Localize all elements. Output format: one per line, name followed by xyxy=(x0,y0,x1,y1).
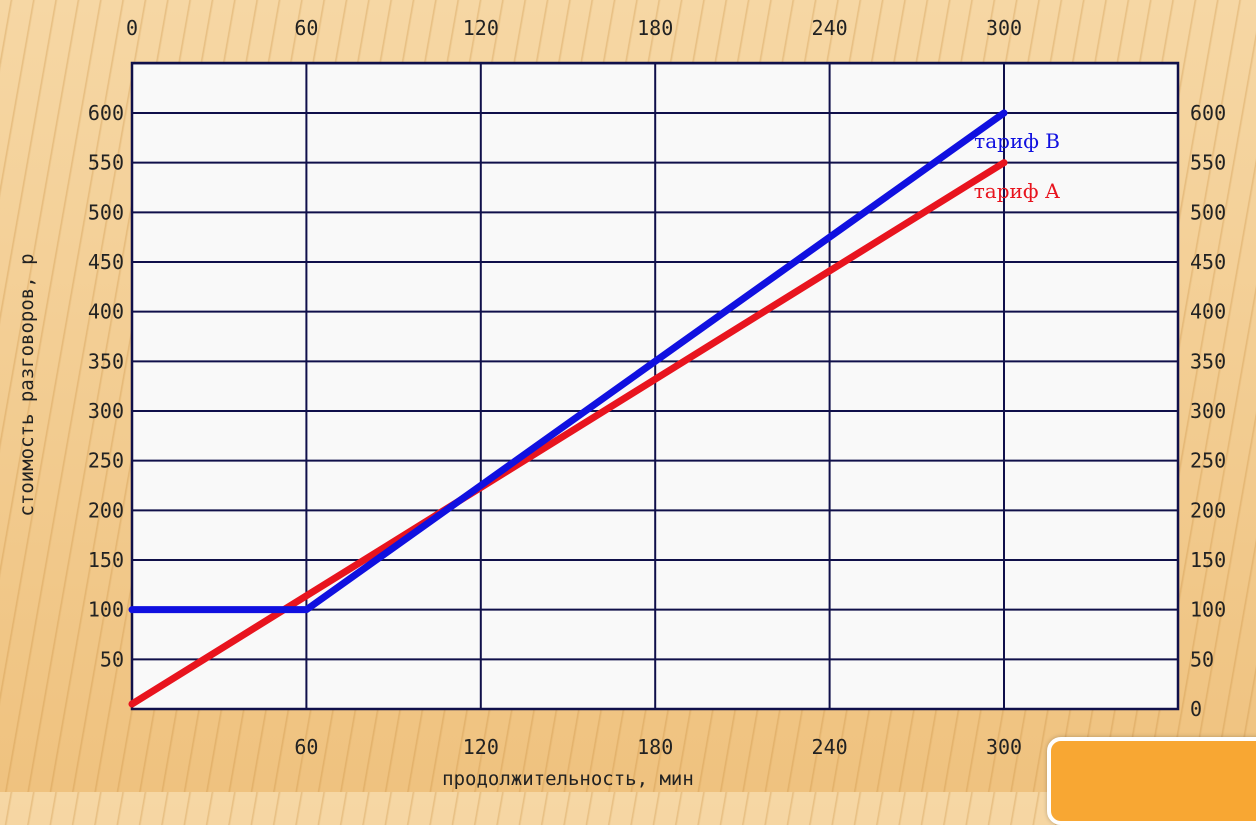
y-tick-label-right: 400 xyxy=(1190,300,1226,324)
y-tick-label-right: 0 xyxy=(1190,697,1202,721)
plot-frame xyxy=(130,61,1180,711)
series-line-1 xyxy=(128,159,1008,708)
y-tick-label-right: 450 xyxy=(1190,250,1226,274)
y-tick-label-left: 150 xyxy=(88,548,124,572)
x-tick-label-bottom: 180 xyxy=(637,735,673,759)
y-tick-label-right: 150 xyxy=(1190,548,1226,572)
y-tick-label-left: 500 xyxy=(88,200,124,224)
x-tick-label-top: 240 xyxy=(812,16,848,40)
y-tick-label-right: 250 xyxy=(1190,449,1226,473)
corner-decoration-box xyxy=(1047,737,1256,825)
y-tick-label-right: 200 xyxy=(1190,498,1226,522)
y-tick-label-right: 350 xyxy=(1190,349,1226,373)
x-tick-label-bottom: 300 xyxy=(986,735,1022,759)
tick-labels: 0 60 120 180 240 300 60 120 180 240 300 50 100 150 200… xyxy=(88,16,1226,759)
x-tick-label-bottom: 120 xyxy=(463,735,499,759)
y-axis-title: стоимость разговоров, р xyxy=(16,253,38,516)
series-line-2 xyxy=(128,109,1008,614)
x-tick-label-top: 180 xyxy=(637,16,673,40)
x-tick-label-top: 0 xyxy=(126,16,138,40)
y-tick-label-right: 50 xyxy=(1190,647,1214,671)
line-chart: 0 60 120 180 240 300 60 120 180 240 300 50 100 150 200… xyxy=(16,16,1226,790)
y-tick-label-left: 550 xyxy=(88,151,124,175)
y-tick-label-left: 450 xyxy=(88,250,124,274)
y-tick-label-right: 300 xyxy=(1190,399,1226,423)
y-tick-label-left: 400 xyxy=(88,300,124,324)
y-tick-label-left: 50 xyxy=(100,647,124,671)
y-tick-label-left: 300 xyxy=(88,399,124,423)
x-tick-label-top: 60 xyxy=(294,16,318,40)
y-tick-label-left: 100 xyxy=(88,598,124,622)
y-tick-label-left: 200 xyxy=(88,498,124,522)
x-axis-title: продолжительность, мин xyxy=(442,768,694,790)
x-tick-label-bottom: 240 xyxy=(812,735,848,759)
y-tick-label-right: 550 xyxy=(1190,151,1226,175)
x-tick-label-top: 300 xyxy=(986,16,1022,40)
y-tick-label-left: 600 xyxy=(88,101,124,125)
series-lines: тариф А тариф В xyxy=(128,109,1060,708)
x-tick-label-bottom: 60 xyxy=(294,735,318,759)
y-tick-label-right: 600 xyxy=(1190,101,1226,125)
y-tick-label-right: 500 xyxy=(1190,200,1226,224)
series-label-1: тариф А xyxy=(974,179,1060,203)
y-tick-label-left: 350 xyxy=(88,349,124,373)
series-label-2: тариф В xyxy=(974,129,1060,153)
y-tick-label-left: 250 xyxy=(88,449,124,473)
y-tick-label-right: 100 xyxy=(1190,598,1226,622)
x-tick-label-top: 120 xyxy=(463,16,499,40)
